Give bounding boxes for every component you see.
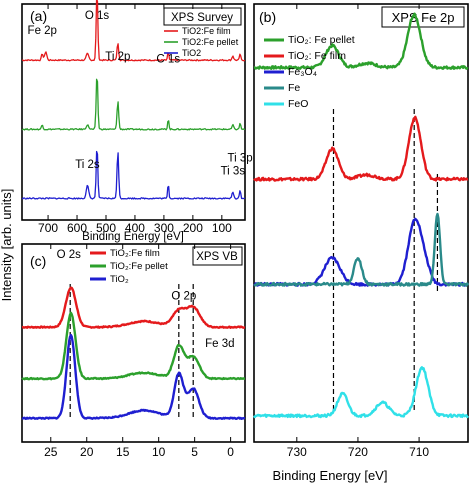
panel-b-reference-lines (332, 109, 439, 412)
panel-b: (b) XPS Fe 2p 730 720 710 TiO₂: Fe pelletT… (252, 3, 470, 459)
panel-a-title-box (163, 7, 242, 26)
panel-c-frame (21, 243, 246, 443)
panel-b-x-ticks: 730 720 710 (287, 4, 429, 459)
panel-c-x-tick-label: 5 (191, 445, 198, 459)
panel-b-series-line (253, 212, 470, 287)
panel-a-x-tick-label: 700 (38, 221, 58, 235)
panel-a-annotation: Ti 2p (105, 51, 130, 63)
panel-c-legend-label: TiO₂:Fe film (110, 248, 160, 259)
panel-b-legend-label: TiO₂: Fe pellet (288, 34, 355, 46)
panel-c-series-line (21, 333, 246, 420)
panel-c-series-line (21, 286, 246, 329)
panel-c-x-tick-label: 15 (116, 445, 130, 459)
panel-c-x-ticks: 25 20 15 10 5 0 (44, 244, 234, 459)
panel-b-series-line (252, 366, 469, 419)
panel-b-series (252, 12, 470, 419)
panel-b-title-box (381, 6, 465, 28)
panel-b-legend-label: FeO (288, 98, 308, 110)
panel-c-title: XPS VB (196, 251, 238, 263)
panel-b-title: XPS Fe 2p (392, 10, 455, 25)
panel-a-x-axis-label: Binding Energy [eV] (82, 231, 184, 243)
panel-a-label: (a) (30, 8, 47, 24)
panel-c-reference-lines (69, 284, 194, 417)
panel-c-legend: TiO₂:Fe film TiO₂:Fe pellet TiO₂ (90, 248, 168, 285)
panel-a-annotation: Ti 3s (221, 166, 246, 178)
panel-a-x-tick-label: 600 (67, 221, 87, 235)
shared-x-axis-label: Binding Energy [eV] (273, 468, 388, 483)
panel-c-legend-label: TiO₂:Fe pellet (110, 261, 168, 272)
panel-a-x-tick-label: 300 (154, 221, 174, 235)
panel-a-annotation: Fe 2p (28, 25, 57, 37)
panel-a-series (21, 0, 246, 200)
panel-a-series-line (21, 0, 246, 62)
panel-a-series-line (21, 78, 246, 131)
panel-b-frame (253, 3, 469, 443)
panel-a-x-tick-label: 200 (183, 221, 203, 235)
panel-b-x-tick-label: 730 (287, 445, 307, 459)
panel-c-legend-label: TiO₂ (110, 274, 129, 285)
panel-a-legend-label: TiO2:Fe pellet (182, 37, 239, 47)
panel-c-title-box (192, 246, 243, 266)
panel-a-title: XPS Survey (171, 12, 233, 24)
panel-b-series-line (253, 115, 469, 182)
panel-a: (a) XPS Survey 700 600 500 400 300 200 100 Fe … (21, 0, 253, 235)
panel-c-x-tick-label: 20 (80, 445, 94, 459)
panel-c-annotation: O 2p (171, 290, 196, 302)
panel-b-series-line (253, 12, 469, 70)
panel-a-frame (21, 3, 246, 221)
panel-b-label: (b) (259, 9, 276, 25)
panel-a-annotation: C 1s (156, 53, 180, 65)
panel-b-x-tick-label: 710 (409, 445, 429, 459)
panel-a-x-tick-label: 500 (96, 221, 116, 235)
y-axis-label: Intensity [arb. units] (0, 189, 14, 302)
panel-a-legend-label: TiO2 (182, 48, 201, 58)
panel-c-series (21, 286, 246, 420)
panel-a-x-tick-label: 100 (212, 221, 232, 235)
panel-c-x-tick-label: 0 (227, 445, 234, 459)
panel-a-legend-label: TiO2:Fe film (182, 26, 231, 36)
panel-c-annotation: O 2s (57, 249, 82, 261)
panel-b-legend: TiO₂: Fe pellet TiO₂: Fe film Fe₃O₄ Fe FeO (264, 34, 355, 110)
panel-a-annotation: Ti 3p (228, 153, 253, 165)
panel-c-series-line (21, 311, 246, 381)
panel-c-annotation: Fe 3d (205, 338, 234, 350)
panel-b-legend-label: Fe (288, 82, 300, 94)
panel-b-x-tick-label: 720 (348, 445, 368, 459)
panel-a-annotation: O 1s (85, 10, 110, 22)
panel-a-series-line (21, 150, 246, 200)
panel-c-annotations: O 2s O 2p Fe 3d (57, 249, 235, 350)
panel-c: (c) XPS VB 25 20 15 10 5 0 O 2s O 2p Fe 3d TiO₂… (21, 243, 246, 459)
panel-c-x-tick-label: 25 (44, 445, 58, 459)
panel-c-x-tick-label: 10 (152, 445, 166, 459)
panel-a-x-ticks: 700 600 500 400 300 200 100 (38, 4, 232, 235)
panel-c-label: (c) (30, 253, 46, 269)
panel-a-x-tick-label: 400 (125, 221, 145, 235)
panel-a-annotation: Ti 2s (75, 159, 100, 171)
panel-b-legend-label: Fe₃O₄ (288, 66, 317, 78)
panel-b-legend-label: TiO₂: Fe film (288, 50, 346, 62)
